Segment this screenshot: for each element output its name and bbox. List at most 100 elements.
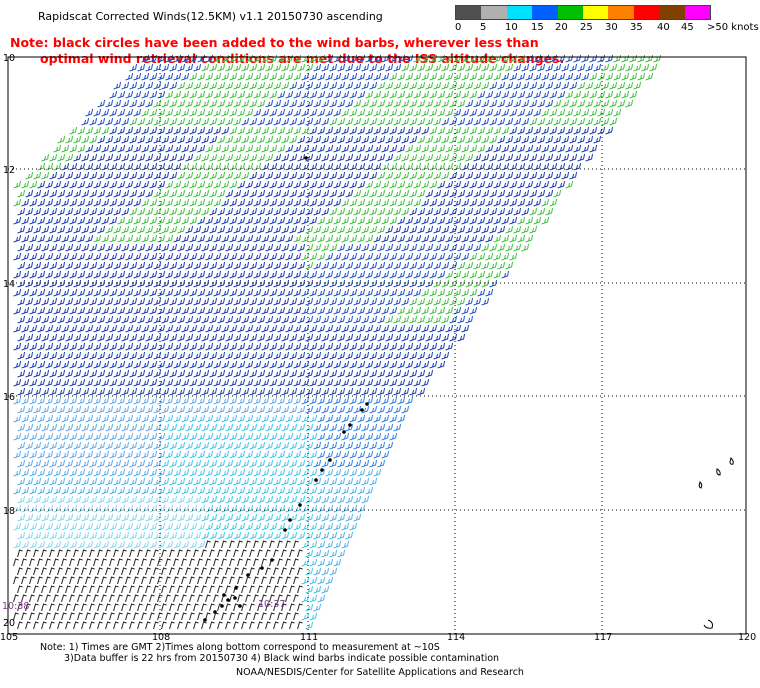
wind-barb	[41, 441, 50, 450]
wind-barb	[365, 378, 374, 387]
wind-barb	[81, 423, 90, 432]
wind-barb	[461, 216, 470, 225]
wind-barb	[193, 621, 199, 630]
wind-barb	[541, 180, 550, 189]
wind-barb	[209, 243, 218, 252]
wind-barb	[317, 162, 326, 171]
wind-barb	[205, 252, 214, 261]
wind-barb	[421, 216, 430, 225]
wind-barb	[109, 540, 118, 549]
wind-barb	[177, 585, 183, 594]
wind-barb	[549, 108, 558, 117]
wind-barb	[309, 378, 318, 387]
wind-barb	[557, 90, 566, 99]
wind-barb	[117, 378, 126, 387]
wind-barb	[381, 216, 390, 225]
wind-barb	[385, 63, 394, 72]
wind-barb	[357, 288, 366, 297]
wind-barb	[125, 306, 134, 315]
wind-barb	[69, 612, 75, 621]
wind-barb	[197, 216, 206, 225]
wind-barb	[501, 72, 510, 81]
wind-barb	[273, 369, 282, 378]
wind-barb	[53, 216, 62, 225]
wind-barb	[325, 360, 334, 369]
wind-barb	[185, 369, 194, 378]
wind-barb	[69, 234, 78, 243]
wind-barb	[173, 72, 182, 81]
wind-barb	[353, 513, 362, 522]
wind-barb	[321, 477, 330, 486]
wind-barb	[433, 99, 442, 108]
wind-barb	[145, 459, 154, 468]
wind-barb	[225, 153, 234, 162]
wind-barb	[309, 576, 318, 585]
wind-barb	[197, 612, 203, 621]
wind-barb	[289, 477, 298, 486]
wind-barb	[577, 63, 586, 72]
wind-barb	[337, 243, 346, 252]
wind-barb	[525, 90, 534, 99]
wind-barb	[405, 144, 414, 153]
wind-barb	[329, 567, 338, 576]
wind-barb	[145, 261, 154, 270]
wind-barb	[57, 513, 66, 522]
wind-barb	[161, 459, 170, 468]
wind-barb	[101, 612, 107, 621]
wind-barb	[609, 117, 618, 126]
wind-barb	[281, 369, 290, 378]
wind-barb	[441, 117, 450, 126]
wind-barb	[305, 225, 314, 234]
wind-barb	[137, 531, 146, 540]
wind-barb	[397, 162, 406, 171]
wind-barb	[269, 450, 278, 459]
wind-barb	[349, 144, 358, 153]
wind-barb	[13, 468, 22, 477]
wind-barb	[441, 189, 450, 198]
wind-barb	[245, 54, 254, 63]
wind-barb	[389, 72, 398, 81]
wind-barb	[129, 621, 135, 630]
wind-barb	[457, 333, 466, 342]
wind-barb	[177, 207, 186, 216]
wind-barb	[189, 504, 198, 513]
wind-barb	[177, 153, 186, 162]
wind-barb	[141, 72, 150, 81]
wind-barb	[85, 180, 94, 189]
legend-label: 30	[605, 22, 618, 33]
wind-barb	[105, 135, 114, 144]
wind-barb	[17, 279, 26, 288]
wind-barb	[145, 153, 154, 162]
wind-barb	[57, 153, 66, 162]
wind-barb	[137, 333, 146, 342]
wind-barb	[245, 558, 251, 567]
wind-barb	[105, 585, 111, 594]
wind-barb	[165, 270, 174, 279]
wind-barb	[109, 378, 118, 387]
wind-barb	[381, 252, 390, 261]
wind-barb	[129, 423, 138, 432]
wind-barb	[209, 621, 215, 630]
wind-barb	[173, 504, 182, 513]
wind-barb	[209, 135, 218, 144]
wind-barb	[61, 198, 70, 207]
wind-barb	[373, 324, 382, 333]
wind-barb	[461, 90, 470, 99]
wind-barb	[337, 81, 346, 90]
wind-barb	[201, 567, 207, 576]
wind-barb	[241, 333, 250, 342]
wind-barb	[289, 585, 295, 594]
wind-barb	[257, 603, 263, 612]
wind-barb	[81, 243, 90, 252]
wind-barb	[49, 315, 58, 324]
wind-barb	[277, 396, 286, 405]
wind-barb	[437, 54, 446, 63]
wind-barb	[45, 216, 54, 225]
wind-barb	[153, 153, 162, 162]
wind-barb	[425, 63, 434, 72]
wind-barb	[185, 297, 194, 306]
wind-barb	[181, 198, 190, 207]
wind-barb	[301, 108, 310, 117]
wind-barb	[201, 81, 210, 90]
wind-barb	[41, 171, 50, 180]
